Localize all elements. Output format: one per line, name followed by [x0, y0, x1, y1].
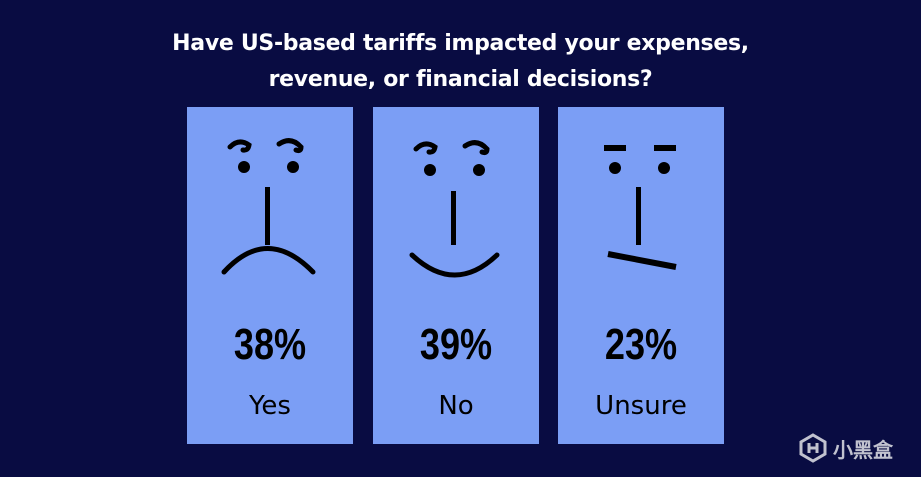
- watermark: 小黑盒: [799, 433, 893, 463]
- percent-unsure: 23%: [604, 320, 678, 369]
- survey-question: Have US-based tariffs impacted your expe…: [0, 26, 921, 98]
- label-unsure: Unsure: [595, 391, 687, 421]
- happy-face-icon: [409, 140, 500, 278]
- watermark-logo-icon: [799, 433, 827, 463]
- percent-no: 39%: [419, 320, 493, 369]
- label-no: No: [438, 391, 474, 421]
- sad-face-icon: [221, 138, 316, 275]
- percent-yes: 38%: [233, 320, 307, 369]
- unsure-face-icon: [604, 145, 677, 270]
- survey-question-line-1: Have US-based tariffs impacted your expe…: [172, 31, 749, 56]
- watermark-text: 小黑盒: [833, 437, 893, 462]
- response-card-no: 39% No: [373, 107, 539, 444]
- response-card-yes: 38% Yes: [187, 107, 353, 444]
- survey-question-line-2: revenue, or financial decisions?: [268, 67, 653, 92]
- label-yes: Yes: [249, 391, 291, 421]
- response-card-unsure: 23% Unsure: [558, 107, 724, 444]
